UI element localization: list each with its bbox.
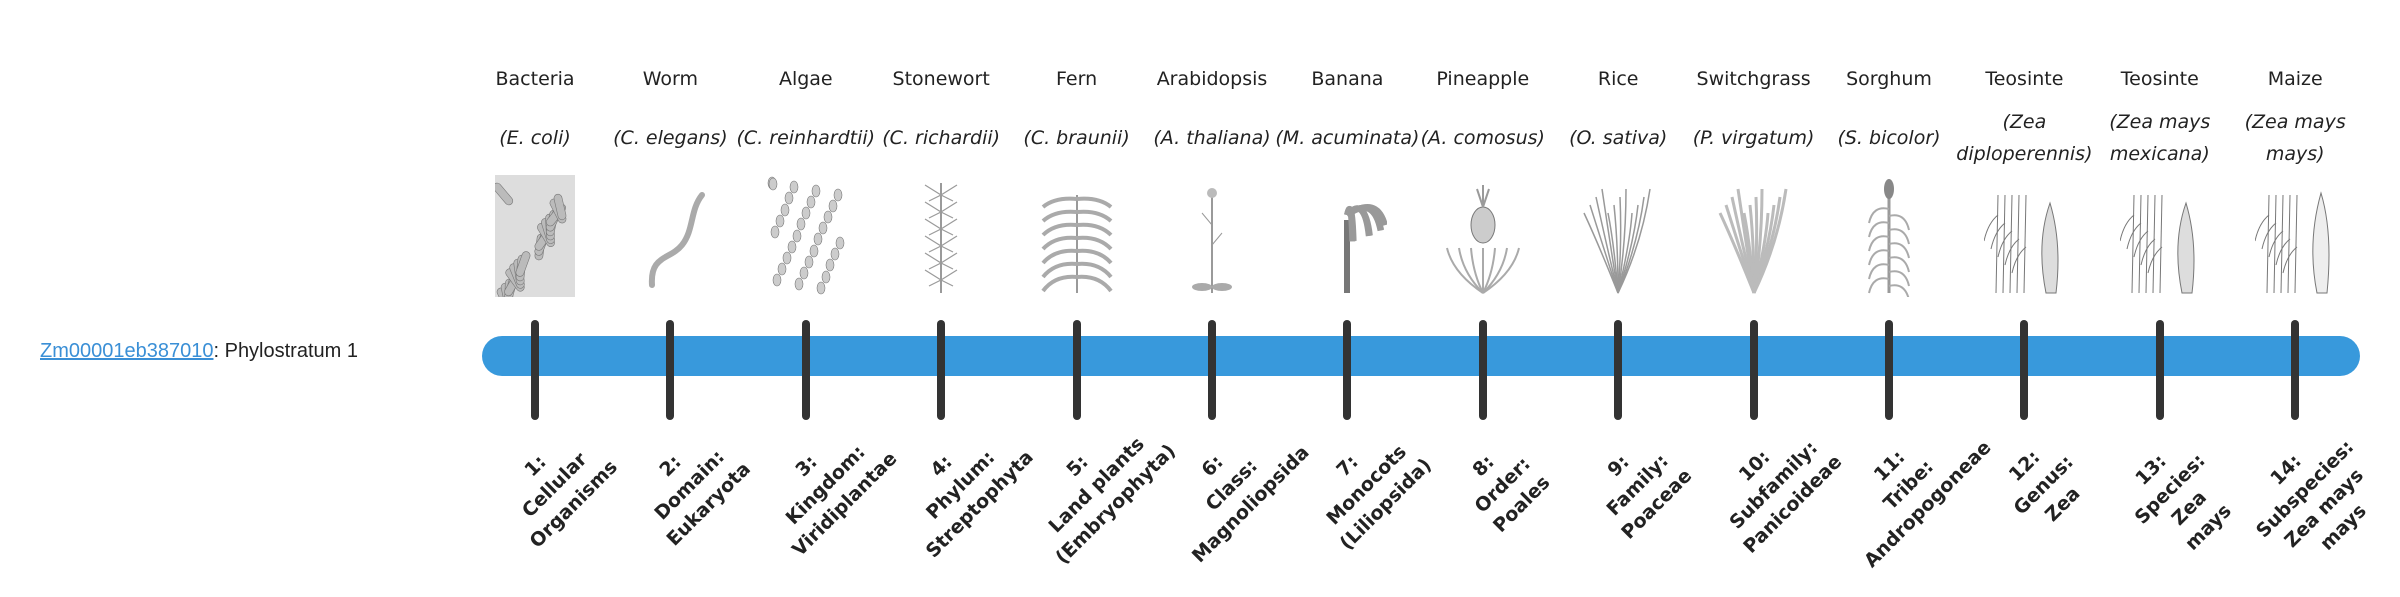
stratum-tick xyxy=(1072,320,1081,420)
species-name: (P. virgatum) xyxy=(1680,108,1828,168)
maize-image xyxy=(2254,175,2335,297)
common-name: Teosinte xyxy=(2120,68,2199,90)
phylostratum-text: : Phylostratum 1 xyxy=(213,340,358,362)
common-name: Bacteria xyxy=(495,68,575,90)
algae-image xyxy=(766,175,846,297)
worm-image xyxy=(630,175,710,297)
common-name: Sorghum xyxy=(1846,68,1932,90)
taxonomic-rank-label: 7: Monocots (Liliopsida) xyxy=(1279,397,1456,574)
species-name-text: (E. coli) xyxy=(499,127,571,149)
species-name: (Zea mays mays) xyxy=(2221,108,2369,168)
species-name-text: (A. comosus) xyxy=(1420,127,1545,149)
fern-image xyxy=(1037,175,1117,297)
common-name: Maize xyxy=(2267,68,2323,90)
common-name: Rice xyxy=(1597,68,1639,90)
stratum-tick xyxy=(666,320,675,420)
stratum-tick xyxy=(1614,320,1623,420)
common-name: Fern xyxy=(1056,68,1098,90)
taxonomic-rank-label: 8: Order: Poales xyxy=(1414,397,1591,574)
stratum-tick xyxy=(2155,320,2164,420)
common-name: Stonewort xyxy=(892,68,990,90)
gene-id-link[interactable]: Zm00001eb387010 xyxy=(40,340,214,362)
species-name: (C. reinhardtii) xyxy=(732,108,880,168)
stratum-tick xyxy=(1885,320,1893,420)
species-name: (E. coli) xyxy=(461,108,609,168)
species-name-text: (P. virgatum) xyxy=(1692,127,1815,149)
taxonomic-rank-label: 4: Phylum: Streptophyta xyxy=(872,397,1049,574)
species-name-text: (O. sativa) xyxy=(1569,127,1668,149)
stratum-tick xyxy=(801,320,810,420)
taxonomic-rank-label: 12: Genus: Zea xyxy=(1956,397,2133,574)
banana-image xyxy=(1307,175,1389,297)
common-name: Worm xyxy=(642,68,699,90)
teosinte-mexicana-image xyxy=(2119,175,2200,297)
taxonomic-rank-label: 2: Domain: Eukaryota xyxy=(602,397,779,574)
species-name: (C. richardii) xyxy=(867,108,1015,168)
species-name: (Zea diploperennis) xyxy=(1950,108,2098,168)
species-name-text: (Zea mays mays) xyxy=(2244,111,2346,165)
species-name: (C. braunii) xyxy=(1003,108,1151,168)
bacteria-image xyxy=(492,175,575,313)
taxonomic-rank-label: 3: Kingdom: Viridiplantae xyxy=(737,397,914,574)
common-name: Pineapple xyxy=(1436,68,1530,90)
pineapple-image xyxy=(1443,175,1523,297)
species-name-text: (C. reinhardtii) xyxy=(736,127,876,149)
taxonomic-rank-label: 14: Subspecies: Zea mays mays xyxy=(2217,401,2400,597)
species-name-text: (C. richardii) xyxy=(882,127,1001,149)
stratum-tick xyxy=(1478,320,1487,420)
stratum-tick xyxy=(1343,320,1352,420)
taxonomic-rank-label: 5: Land plants (Embryophyta) xyxy=(1008,397,1185,574)
stonewort-image xyxy=(901,175,981,297)
common-name: Switchgrass xyxy=(1696,68,1811,90)
rice-image xyxy=(1578,175,1658,297)
taxonomic-rank-label: 1: Cellular Organisms xyxy=(466,397,643,574)
taxonomic-rank-label: 9: Family: Poaceae xyxy=(1549,397,1726,574)
switchgrass-image xyxy=(1714,175,1794,297)
species-name-text: (S. bicolor) xyxy=(1837,127,1941,149)
phylostratum-timeline-bar xyxy=(482,336,2360,376)
taxonomic-rank-label: 11: Tribe: Andropogoneae xyxy=(1820,397,1997,574)
common-name: Teosinte xyxy=(1985,68,2064,90)
teosinte-image xyxy=(1983,175,2064,297)
species-name-text: (C. elegans) xyxy=(613,127,728,149)
species-name-text: (Zea mays mexicana) xyxy=(2109,111,2211,165)
species-name: (O. sativa) xyxy=(1544,108,1692,168)
species-name: (A. thaliana) xyxy=(1138,108,1286,168)
species-name-text: (A. thaliana) xyxy=(1153,127,1271,149)
species-name-text: (C. braunii) xyxy=(1023,127,1130,149)
taxonomic-rank-label: 6: Class: Magnoliopsida xyxy=(1143,397,1320,574)
species-name-text: (M. acuminata) xyxy=(1275,127,1420,149)
arabidopsis-image xyxy=(1172,175,1252,297)
stratum-tick xyxy=(1749,320,1758,420)
gene-label: Zm00001eb387010: Phylostratum 1 xyxy=(40,340,358,363)
stratum-tick xyxy=(2291,320,2300,420)
stratum-tick xyxy=(1208,320,1216,420)
sorghum-image xyxy=(1849,175,1929,301)
common-name: Banana xyxy=(1311,68,1384,90)
species-name: (S. bicolor) xyxy=(1815,108,1963,168)
species-name: (Zea mays mexicana) xyxy=(2086,108,2234,168)
species-name-text: (Zea diploperennis) xyxy=(1956,111,2093,165)
common-name: Algae xyxy=(778,68,833,90)
stratum-tick xyxy=(531,320,539,420)
species-name: (M. acuminata) xyxy=(1273,108,1421,168)
stratum-tick xyxy=(2020,320,2029,420)
stratum-tick xyxy=(937,320,946,420)
common-name: Arabidopsis xyxy=(1156,68,1268,90)
species-name: (A. comosus) xyxy=(1409,108,1557,168)
species-name: (C. elegans) xyxy=(596,108,744,168)
taxonomic-rank-label: 10: Subfamily: Panicoideae xyxy=(1685,397,1862,574)
